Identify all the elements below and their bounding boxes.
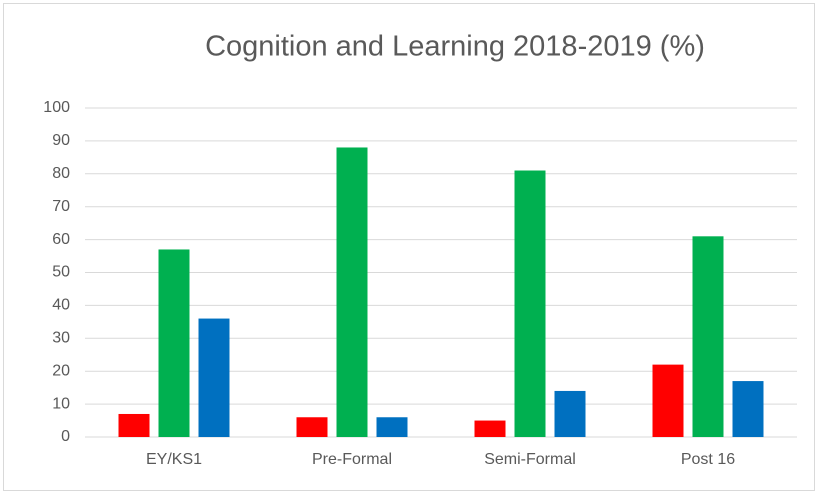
x-tick-label: Pre-Formal: [312, 451, 392, 468]
x-tick-label: EY/KS1: [146, 451, 202, 468]
bar: [118, 413, 150, 437]
y-tick-label: 50: [52, 264, 70, 281]
y-tick-label: 70: [52, 198, 70, 215]
bar: [732, 381, 764, 437]
y-tick-label: 100: [43, 99, 70, 116]
y-tick-label: 30: [52, 330, 70, 347]
chart-title: Cognition and Learning 2018-2019 (%): [205, 31, 705, 63]
y-tick-label: 60: [52, 231, 70, 248]
bar: [514, 170, 546, 437]
bar: [652, 364, 684, 437]
bar: [336, 147, 368, 438]
bar: [554, 390, 586, 437]
y-tick-label: 0: [61, 428, 70, 445]
y-tick-label: 10: [52, 395, 70, 412]
x-tick-label: Post 16: [681, 451, 735, 468]
bar: [158, 249, 190, 437]
bar: [198, 318, 230, 437]
y-tick-label: 40: [52, 297, 70, 314]
bar: [376, 417, 408, 437]
y-tick-label: 80: [52, 165, 70, 182]
bar: [474, 420, 506, 437]
y-tick-label: 90: [52, 132, 70, 149]
bar: [296, 417, 328, 437]
y-tick-label: 20: [52, 362, 70, 379]
bar: [692, 236, 724, 437]
x-tick-label: Semi-Formal: [484, 451, 576, 468]
